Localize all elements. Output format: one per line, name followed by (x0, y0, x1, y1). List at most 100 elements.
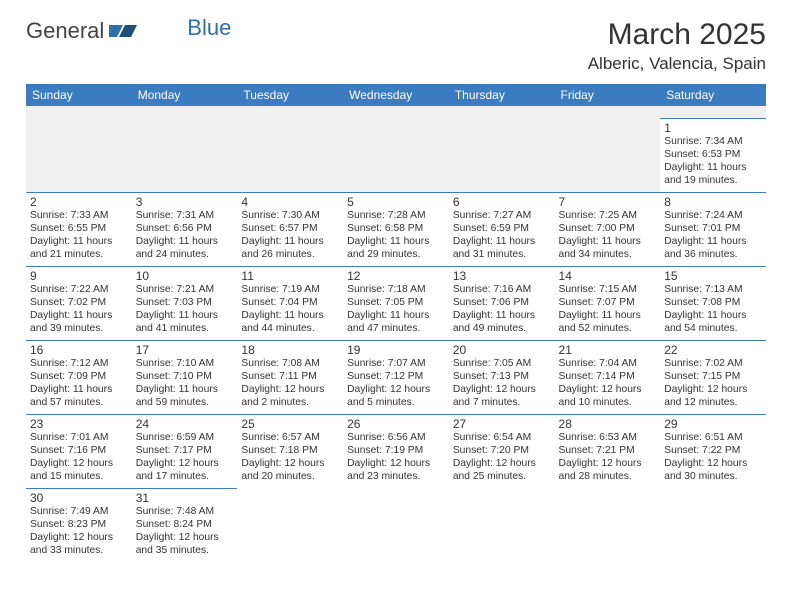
weekday-header: Friday (555, 84, 661, 106)
calendar-cell: 22Sunrise: 7:02 AMSunset: 7:15 PMDayligh… (660, 340, 766, 414)
calendar-row: 23Sunrise: 7:01 AMSunset: 7:16 PMDayligh… (26, 414, 766, 488)
sunrise-line: Sunrise: 6:54 AM (453, 432, 551, 445)
calendar-row: 9Sunrise: 7:22 AMSunset: 7:02 PMDaylight… (26, 266, 766, 340)
daylight-line: and 28 minutes. (559, 471, 657, 484)
blank-cell (237, 106, 343, 118)
calendar-cell: 9Sunrise: 7:22 AMSunset: 7:02 PMDaylight… (26, 266, 132, 340)
daylight-line: and 24 minutes. (136, 249, 234, 262)
sunrise-line: Sunrise: 6:59 AM (136, 432, 234, 445)
daylight-line: Daylight: 12 hours (559, 384, 657, 397)
calendar-cell: 13Sunrise: 7:16 AMSunset: 7:06 PMDayligh… (449, 266, 555, 340)
day-number: 8 (664, 195, 762, 211)
daylight-line: Daylight: 11 hours (347, 310, 445, 323)
calendar-cell (449, 118, 555, 192)
sunset-line: Sunset: 7:19 PM (347, 445, 445, 458)
calendar-cell: 27Sunrise: 6:54 AMSunset: 7:20 PMDayligh… (449, 414, 555, 488)
day-number: 31 (136, 491, 234, 507)
calendar-body: 1Sunrise: 7:34 AMSunset: 6:53 PMDaylight… (26, 106, 766, 562)
sunset-line: Sunset: 8:23 PM (30, 519, 128, 532)
sunrise-line: Sunrise: 6:51 AM (664, 432, 762, 445)
blank-cell (555, 106, 661, 118)
calendar-cell: 23Sunrise: 7:01 AMSunset: 7:16 PMDayligh… (26, 414, 132, 488)
sunset-line: Sunset: 7:18 PM (241, 445, 339, 458)
day-number: 24 (136, 417, 234, 433)
calendar-cell (237, 488, 343, 562)
daylight-line: Daylight: 12 hours (241, 384, 339, 397)
daylight-line: and 21 minutes. (30, 249, 128, 262)
sunset-line: Sunset: 7:11 PM (241, 371, 339, 384)
weekday-header: Thursday (449, 84, 555, 106)
calendar-row: 1Sunrise: 7:34 AMSunset: 6:53 PMDaylight… (26, 118, 766, 192)
daylight-line: and 15 minutes. (30, 471, 128, 484)
calendar-cell: 24Sunrise: 6:59 AMSunset: 7:17 PMDayligh… (132, 414, 238, 488)
daylight-line: and 7 minutes. (453, 397, 551, 410)
weekday-header: Wednesday (343, 84, 449, 106)
daylight-line: Daylight: 12 hours (453, 458, 551, 471)
blank-cell (132, 106, 238, 118)
daylight-line: Daylight: 11 hours (664, 310, 762, 323)
calendar-cell (449, 488, 555, 562)
daylight-line: Daylight: 11 hours (30, 384, 128, 397)
day-number: 20 (453, 343, 551, 359)
sunrise-line: Sunrise: 7:34 AM (664, 136, 762, 149)
daylight-line: and 57 minutes. (30, 397, 128, 410)
daylight-line: and 41 minutes. (136, 323, 234, 336)
daylight-line: Daylight: 12 hours (559, 458, 657, 471)
sunrise-line: Sunrise: 7:02 AM (664, 358, 762, 371)
weekday-header: Tuesday (237, 84, 343, 106)
daylight-line: and 44 minutes. (241, 323, 339, 336)
daylight-line: and 39 minutes. (30, 323, 128, 336)
daylight-line: and 30 minutes. (664, 471, 762, 484)
calendar-cell: 11Sunrise: 7:19 AMSunset: 7:04 PMDayligh… (237, 266, 343, 340)
daylight-line: Daylight: 11 hours (30, 310, 128, 323)
day-number: 14 (559, 269, 657, 285)
daylight-line: Daylight: 11 hours (453, 310, 551, 323)
daylight-line: Daylight: 11 hours (453, 236, 551, 249)
sunset-line: Sunset: 6:59 PM (453, 223, 551, 236)
daylight-line: and 2 minutes. (241, 397, 339, 410)
sunrise-line: Sunrise: 7:24 AM (664, 210, 762, 223)
sunset-line: Sunset: 6:55 PM (30, 223, 128, 236)
sunset-line: Sunset: 7:06 PM (453, 297, 551, 310)
sunrise-line: Sunrise: 7:48 AM (136, 506, 234, 519)
daylight-line: and 34 minutes. (559, 249, 657, 262)
calendar-table: SundayMondayTuesdayWednesdayThursdayFrid… (26, 84, 766, 562)
blank-cell (449, 106, 555, 118)
daylight-line: and 35 minutes. (136, 545, 234, 558)
calendar-cell (237, 118, 343, 192)
calendar-cell: 12Sunrise: 7:18 AMSunset: 7:05 PMDayligh… (343, 266, 449, 340)
blank-cell (343, 106, 449, 118)
sunset-line: Sunset: 7:13 PM (453, 371, 551, 384)
weekday-header: Sunday (26, 84, 132, 106)
daylight-line: Daylight: 11 hours (347, 236, 445, 249)
day-number: 9 (30, 269, 128, 285)
day-number: 23 (30, 417, 128, 433)
day-number: 5 (347, 195, 445, 211)
calendar-cell: 4Sunrise: 7:30 AMSunset: 6:57 PMDaylight… (237, 192, 343, 266)
sunset-line: Sunset: 6:57 PM (241, 223, 339, 236)
daylight-line: and 25 minutes. (453, 471, 551, 484)
sunset-line: Sunset: 7:03 PM (136, 297, 234, 310)
day-number: 25 (241, 417, 339, 433)
calendar-cell: 8Sunrise: 7:24 AMSunset: 7:01 PMDaylight… (660, 192, 766, 266)
daylight-line: and 54 minutes. (664, 323, 762, 336)
day-number: 18 (241, 343, 339, 359)
sunset-line: Sunset: 7:01 PM (664, 223, 762, 236)
daylight-line: Daylight: 11 hours (241, 310, 339, 323)
calendar-cell: 25Sunrise: 6:57 AMSunset: 7:18 PMDayligh… (237, 414, 343, 488)
sunrise-line: Sunrise: 7:15 AM (559, 284, 657, 297)
sunrise-line: Sunrise: 7:07 AM (347, 358, 445, 371)
daylight-line: and 33 minutes. (30, 545, 128, 558)
sunrise-line: Sunrise: 7:05 AM (453, 358, 551, 371)
sunrise-line: Sunrise: 7:16 AM (453, 284, 551, 297)
day-number: 16 (30, 343, 128, 359)
sunset-line: Sunset: 7:22 PM (664, 445, 762, 458)
day-number: 19 (347, 343, 445, 359)
daylight-line: and 26 minutes. (241, 249, 339, 262)
daylight-line: and 10 minutes. (559, 397, 657, 410)
sunrise-line: Sunrise: 7:13 AM (664, 284, 762, 297)
sunrise-line: Sunrise: 7:25 AM (559, 210, 657, 223)
day-number: 30 (30, 491, 128, 507)
daylight-line: and 49 minutes. (453, 323, 551, 336)
sunset-line: Sunset: 7:12 PM (347, 371, 445, 384)
